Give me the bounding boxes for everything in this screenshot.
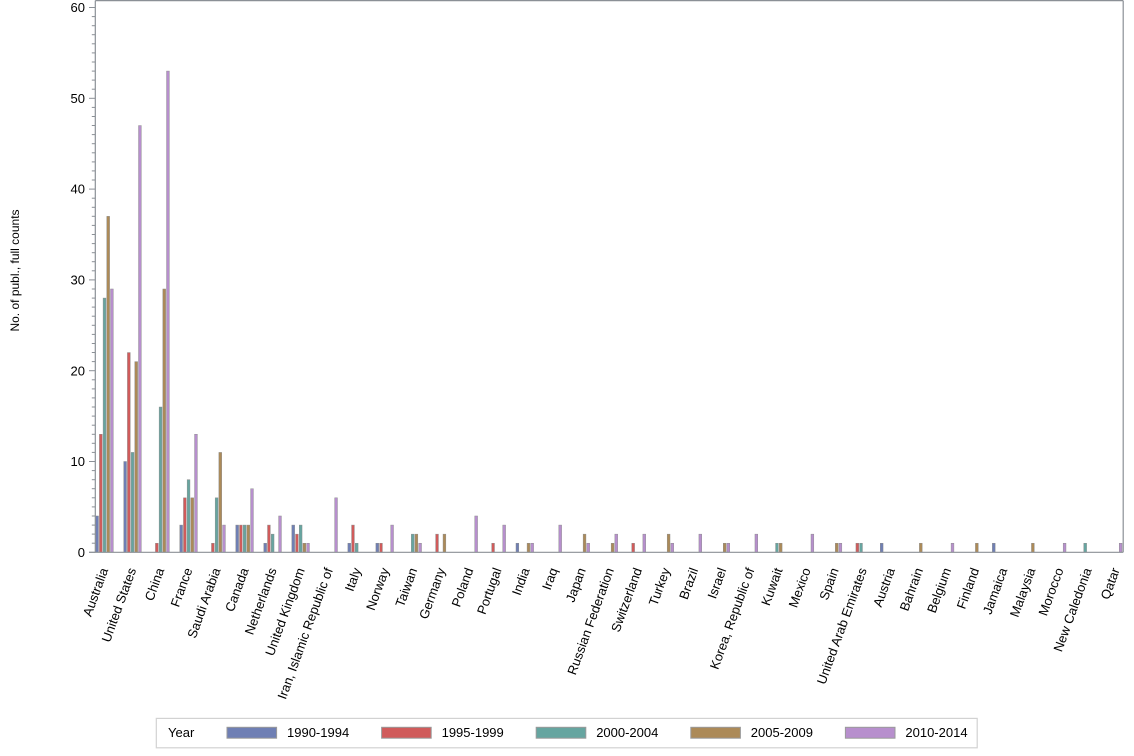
svg-text:2000-2004: 2000-2004 bbox=[596, 725, 658, 740]
svg-text:No. of publ., full counts: No. of publ., full counts bbox=[8, 209, 22, 331]
svg-text:50: 50 bbox=[71, 91, 85, 106]
svg-text:Iraq: Iraq bbox=[539, 566, 561, 592]
svg-text:2005-2009: 2005-2009 bbox=[751, 725, 813, 740]
svg-text:2010-2014: 2010-2014 bbox=[905, 725, 967, 740]
svg-text:20: 20 bbox=[71, 363, 85, 378]
svg-text:30: 30 bbox=[71, 273, 85, 288]
svg-text:10: 10 bbox=[71, 454, 85, 469]
svg-text:40: 40 bbox=[71, 182, 85, 197]
svg-text:Year: Year bbox=[168, 725, 195, 740]
svg-text:1990-1994: 1990-1994 bbox=[287, 725, 349, 740]
svg-text:1995-1999: 1995-1999 bbox=[442, 725, 504, 740]
svg-text:60: 60 bbox=[71, 0, 85, 15]
svg-text:0: 0 bbox=[78, 545, 85, 560]
